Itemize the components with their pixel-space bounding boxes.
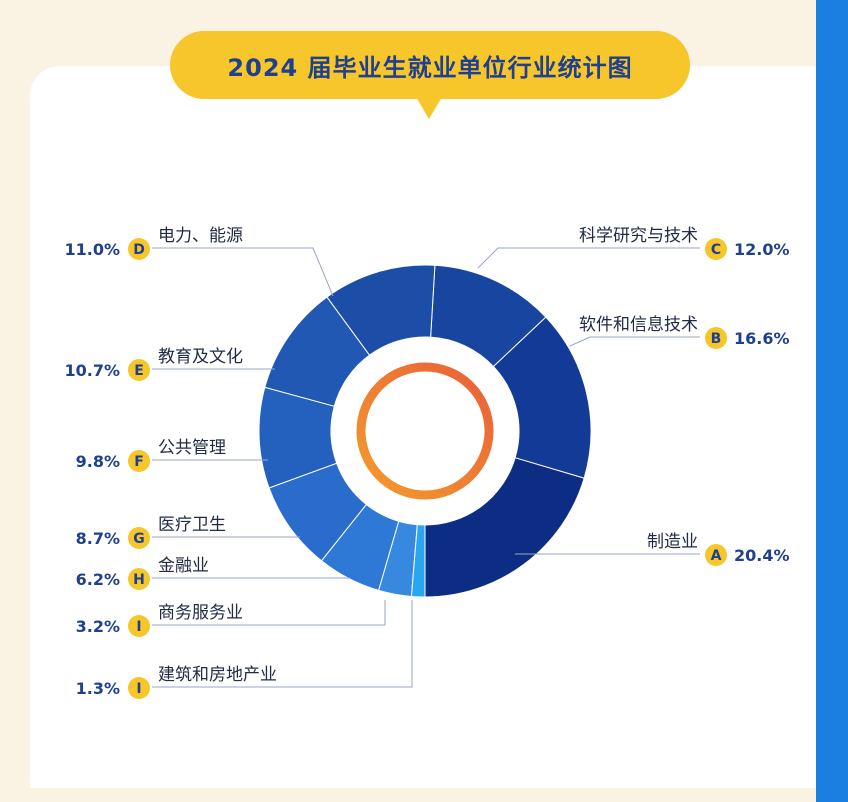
leader-line-10 (152, 600, 413, 688)
category-label-i-9: 商务服务业 (158, 603, 243, 623)
badge-label-g-7 (128, 527, 150, 549)
chart-title: 2024 届毕业生就业单位行业统计图 (170, 31, 690, 99)
badge-letter-label-i-10: I (136, 681, 141, 697)
badge-letter-label-b-2: B (711, 331, 722, 347)
category-label-e-5: 教育及文化 (158, 347, 243, 367)
category-label-f-6: 公共管理 (158, 438, 226, 458)
badge-label-f-6 (128, 450, 150, 472)
percent-label-g-7: 8.7% (76, 529, 120, 548)
percent-label-h-8: 6.2% (76, 570, 120, 589)
category-label-c-3: 科学研究与技术 (579, 226, 698, 246)
percent-label-e-5: 10.7% (64, 361, 120, 380)
category-label-a-1: 制造业 (647, 532, 698, 552)
leader-line-4 (152, 247, 334, 297)
chart-title-text: 2024 届毕业生就业单位行业统计图 (227, 53, 633, 82)
percent-label-i-10: 1.3% (76, 679, 120, 698)
category-label-b-2: 软件和信息技术 (579, 315, 698, 335)
badge-label-i-9 (128, 615, 150, 637)
badge-letter-label-d-4: D (133, 242, 145, 258)
percent-label-f-6: 9.8% (76, 452, 120, 471)
right-accent-bar (816, 0, 848, 802)
badge-label-a-1 (705, 544, 727, 566)
badge-letter-label-a-1: A (711, 548, 722, 564)
badge-label-b-2 (705, 327, 727, 349)
badge-letter-label-f-6: F (134, 454, 144, 470)
category-label-g-7: 医疗卫生 (158, 515, 226, 535)
percent-label-b-2: 16.6% (734, 329, 790, 348)
title-pointer (416, 97, 442, 119)
badge-letter-label-c-3: C (711, 242, 721, 258)
center-ring (356, 362, 494, 500)
badge-letter-label-e-5: E (134, 363, 144, 379)
badge-label-e-5 (128, 359, 150, 381)
badge-label-h-8 (128, 568, 150, 590)
leader-line-2 (569, 336, 700, 347)
category-label-i-10: 建筑和房地产业 (158, 665, 277, 685)
badge-label-d-4 (128, 238, 150, 260)
percent-label-a-1: 20.4% (734, 546, 790, 565)
percent-label-i-9: 3.2% (76, 617, 120, 636)
category-label-d-4: 电力、能源 (158, 226, 243, 246)
leader-line-3 (477, 247, 700, 269)
badge-letter-label-h-8: H (133, 572, 145, 588)
percent-label-d-4: 11.0% (64, 240, 120, 259)
leader-line-9 (152, 600, 386, 626)
percent-label-c-3: 12.0% (734, 240, 790, 259)
badge-label-c-3 (705, 238, 727, 260)
badge-label-i-10 (128, 677, 150, 699)
category-label-h-8: 金融业 (158, 556, 209, 576)
badge-letter-label-g-7: G (133, 531, 145, 547)
badge-letter-label-i-9: I (136, 619, 141, 635)
